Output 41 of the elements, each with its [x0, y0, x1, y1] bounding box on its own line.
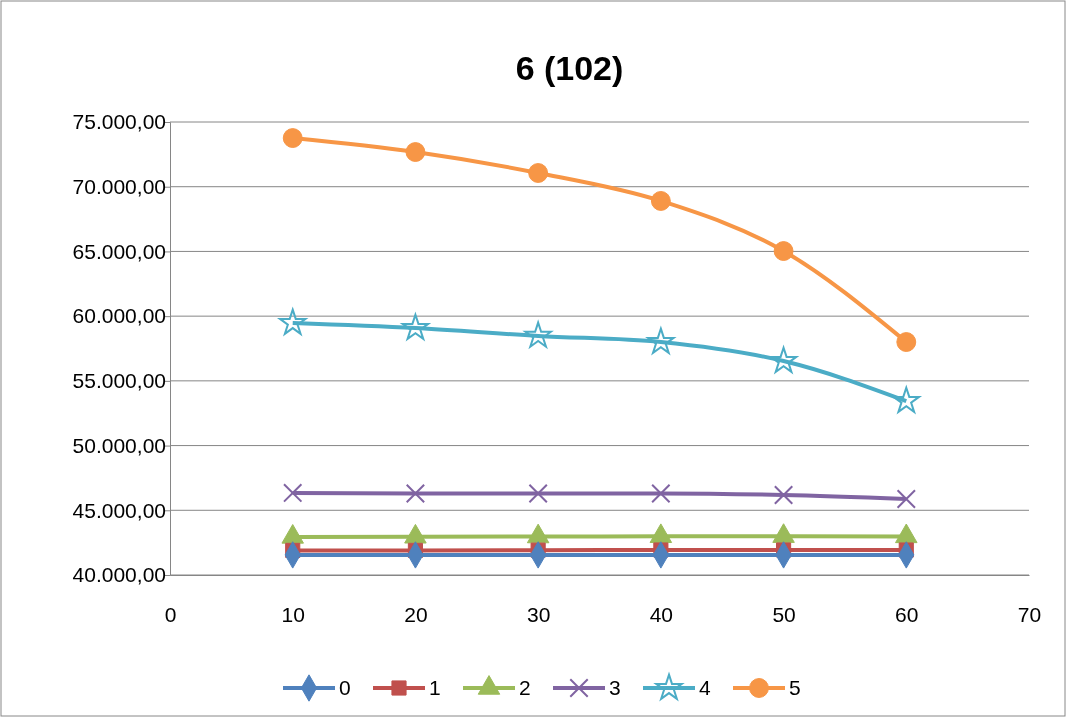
chart-title: 6 (102) [515, 49, 624, 87]
x-tick-label: 60 [895, 602, 919, 626]
y-tick-label: 55.000,00 [72, 369, 166, 393]
x-tick-label: 0 [164, 602, 177, 626]
point [645, 325, 677, 356]
point [405, 142, 426, 162]
point [769, 344, 800, 375]
point [651, 483, 671, 504]
point [405, 483, 426, 504]
y-tick-label: 40.000,00 [72, 563, 166, 587]
x-tick-label: 50 [772, 602, 796, 626]
point [650, 191, 671, 211]
point [773, 241, 794, 261]
legend-label: 2 [519, 676, 531, 699]
point [896, 332, 917, 352]
point [522, 319, 554, 350]
point [277, 306, 309, 337]
legend-label: 0 [339, 676, 351, 699]
point [282, 128, 303, 148]
y-tick-label: 45.000,00 [72, 498, 166, 522]
legend-label: 5 [789, 676, 801, 699]
legend-label: 3 [609, 676, 621, 699]
point [528, 163, 549, 183]
y-tick-label: 65.000,00 [72, 239, 166, 263]
x-tick-label: 30 [526, 602, 551, 626]
y-tick-label: 75.000,00 [72, 110, 166, 134]
y-tick-label: 50.000,00 [72, 433, 166, 457]
y-tick-label: 60.000,00 [72, 304, 166, 328]
point [896, 489, 916, 509]
x-tick-label: 70 [1017, 602, 1042, 626]
x-tick-label: 20 [404, 602, 428, 626]
point [283, 483, 303, 503]
point [892, 384, 922, 415]
y-tick-label: 70.000,00 [72, 174, 166, 198]
legend-label: 1 [429, 676, 441, 699]
x-tick-label: 40 [649, 602, 674, 626]
point [773, 485, 794, 505]
legend-label: 4 [699, 676, 711, 699]
point [528, 483, 548, 504]
point [399, 311, 431, 342]
x-tick-label: 10 [281, 602, 305, 626]
